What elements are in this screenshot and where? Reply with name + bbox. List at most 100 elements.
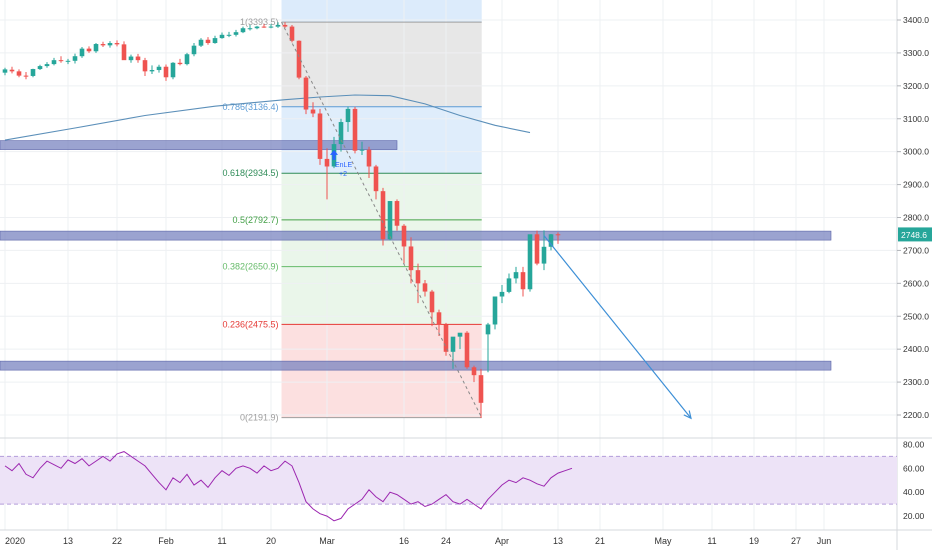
last-price-label: 2748.6 (901, 230, 927, 240)
candle-body (30, 69, 36, 76)
candle-body (184, 54, 190, 65)
candle-body (338, 122, 344, 145)
candle (107, 41, 113, 48)
candle-body (310, 109, 316, 114)
candle-body (156, 66, 162, 71)
candle-body (366, 149, 372, 167)
candle-body (478, 375, 484, 403)
candle (506, 273, 512, 294)
candle (156, 64, 162, 73)
candle-body (177, 62, 183, 65)
x-tick-label: 11 (707, 536, 716, 546)
candle (534, 230, 540, 266)
candle (247, 24, 253, 31)
candle (86, 46, 92, 53)
candle-body (513, 272, 519, 279)
candle (527, 234, 533, 292)
fib-zone (281, 266, 482, 325)
grid (0, 0, 897, 530)
y-tick-label: 3300.0 (903, 48, 929, 58)
candle (275, 22, 281, 28)
candle (303, 75, 309, 115)
candle (310, 102, 316, 118)
candle-body (233, 32, 239, 35)
candle (422, 280, 428, 297)
candle-body (485, 324, 491, 335)
candle (457, 332, 463, 350)
y-tick-label: 3000.0 (903, 147, 929, 157)
fib-levels: 1(3393.5) 0.786(3136.4) 0.618(2934.5) 0.5(2… (222, 17, 482, 423)
x-tick-label: Feb (158, 536, 174, 546)
y-tick-label: 3400.0 (903, 15, 929, 25)
candle (72, 53, 78, 64)
candle (191, 43, 197, 57)
candle-body (51, 60, 57, 65)
candle (233, 29, 239, 37)
y-tick-label: 2300.0 (903, 377, 929, 387)
rsi-panel: 80.00 60.00 40.00 20.00 (0, 439, 925, 522)
x-tick-label: Mar (319, 536, 335, 546)
rsi-tick-label: 20.00 (903, 511, 925, 521)
candle-body (345, 108, 351, 123)
candle-body (450, 336, 456, 352)
candle (30, 68, 36, 78)
candle (513, 266, 519, 284)
fib-zone-top (281, 0, 482, 23)
candle (296, 40, 302, 80)
candle-body (23, 75, 29, 77)
candle (464, 331, 470, 369)
candle-body (499, 291, 505, 297)
candle (436, 309, 442, 336)
candle-body (198, 39, 204, 46)
candle-body (520, 272, 526, 290)
candle (478, 368, 484, 418)
candle-body (205, 39, 211, 44)
fib-label: 0.5(2792.7) (232, 215, 278, 225)
rsi-line (4, 451, 573, 522)
candle-body (2, 69, 8, 73)
x-tick-label: 22 (112, 536, 122, 546)
y-tick-label: 2400.0 (903, 344, 929, 354)
candle-body (93, 44, 99, 52)
candle-body (359, 149, 365, 151)
candle-body (541, 246, 547, 264)
candle (128, 54, 134, 63)
candle (212, 35, 218, 44)
fib-zone (281, 106, 482, 174)
x-tick-label: 27 (791, 536, 801, 546)
candle-body (548, 234, 554, 247)
fib-trendline (281, 21, 483, 418)
candle (93, 43, 99, 53)
candle (65, 58, 71, 65)
candle (499, 284, 505, 304)
candle-body (506, 278, 512, 292)
candle (121, 41, 127, 61)
last-price-box (898, 227, 932, 242)
candle-body (9, 69, 15, 72)
candle-body (191, 45, 197, 55)
x-tick-label: 13 (553, 536, 563, 546)
candle-body (149, 70, 155, 72)
candle-body (65, 60, 71, 62)
rsi-tick-label: 80.00 (903, 439, 925, 449)
candle (44, 62, 50, 68)
candles (2, 22, 561, 418)
y-tick-label: 2600.0 (903, 278, 929, 288)
x-tick-label: 20 (266, 536, 276, 546)
candle-body (72, 56, 78, 61)
candle (37, 64, 43, 71)
x-tick-label: 13 (63, 536, 73, 546)
candle-body (254, 26, 260, 29)
candle-body (289, 26, 295, 41)
candle-body (58, 60, 64, 62)
ma-line (4, 94, 531, 141)
candle (240, 26, 246, 34)
annotation-sublabel: +2 (339, 171, 347, 178)
candle-body (373, 166, 379, 192)
candle-body (492, 296, 498, 325)
moving-average (4, 94, 531, 141)
candle-body (401, 225, 407, 247)
candle-body (534, 234, 540, 264)
